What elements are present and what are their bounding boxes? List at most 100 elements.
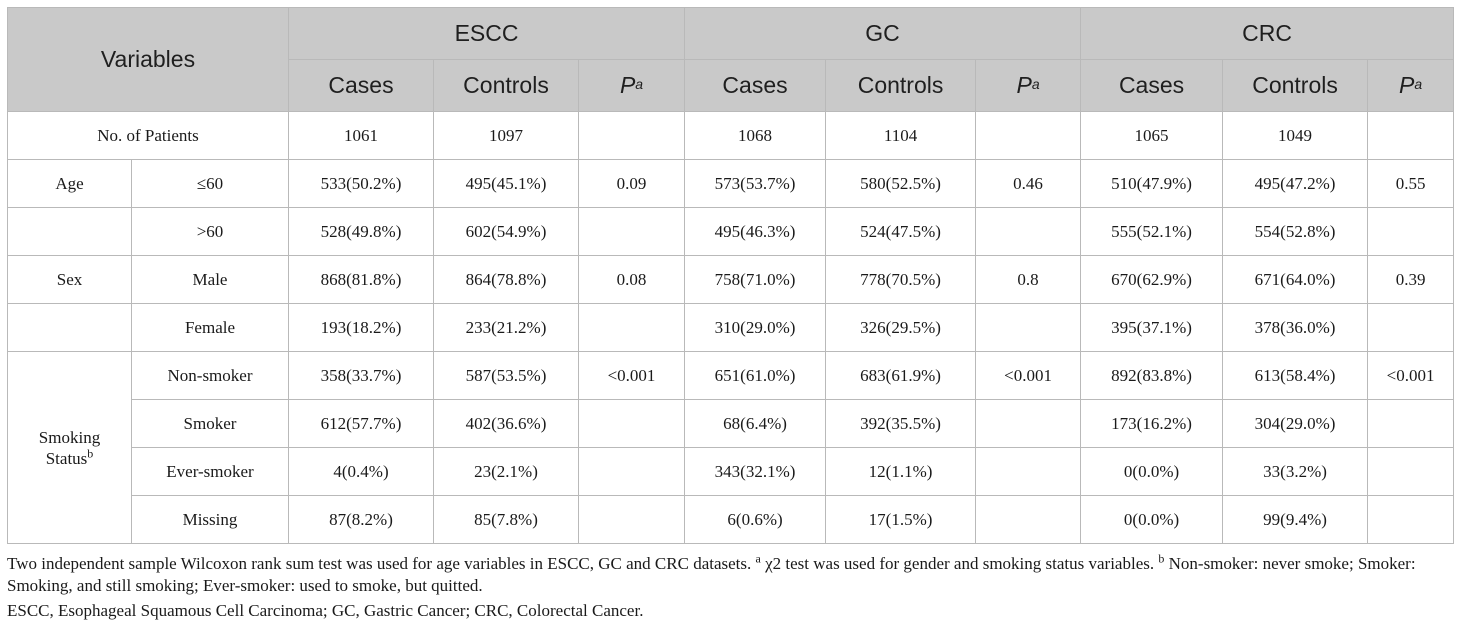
table-cell: 1104 (825, 111, 977, 160)
table-cell: 670(62.9%) (1080, 255, 1224, 304)
table-cell: <0.001 (975, 351, 1082, 400)
gc-cases-header: Cases (684, 59, 827, 112)
row-sublabel: ≤60 (131, 159, 289, 208)
variables-header: Variables (7, 7, 289, 112)
table-cell: 0.55 (1367, 159, 1455, 208)
table-cell: 524(47.5%) (825, 207, 977, 256)
table-cell: 99(9.4%) (1222, 495, 1369, 544)
table-cell: 193(18.2%) (288, 303, 434, 352)
table-cell: 613(58.4%) (1222, 351, 1369, 400)
table-row: Ever-smoker 4(0.4%) 23(2.1%) 343(32.1%) … (8, 447, 1455, 496)
table-cell: 864(78.8%) (433, 255, 579, 304)
table-cell: 495(45.1%) (433, 159, 579, 208)
table-cell (975, 447, 1082, 496)
table-cell: 580(52.5%) (825, 159, 977, 208)
table-cell (577, 303, 686, 352)
table-cell: 602(54.9%) (433, 207, 579, 256)
crc-controls-header: Controls (1222, 59, 1369, 112)
table-row: Smoking Statusb Non-smoker 358(33.7%) 587… (7, 351, 1455, 544)
row-sublabel: Ever-smoker (131, 447, 289, 496)
table-cell: 778(70.5%) (825, 255, 977, 304)
table-cell: 554(52.8%) (1222, 207, 1369, 256)
table-cell: 0(0.0%) (1080, 495, 1224, 544)
table-cell: 17(1.5%) (825, 495, 977, 544)
table-cell: 587(53.5%) (433, 351, 579, 400)
abbreviations-footnote: ESCC, Esophageal Squamous Cell Carcinoma… (7, 601, 644, 620)
table-cell (975, 207, 1082, 256)
table-cell (577, 111, 686, 160)
table-row: Female 193(18.2%) 233(21.2%) 310(29.0%) … (7, 303, 1455, 352)
table-cell (577, 207, 686, 256)
table-cell: 1061 (288, 111, 434, 160)
table-cell (577, 495, 686, 544)
escc-controls-header: Controls (433, 59, 579, 112)
table-cell: 326(29.5%) (825, 303, 977, 352)
table-cell: 33(3.2%) (1222, 447, 1369, 496)
table-cell: 23(2.1%) (433, 447, 579, 496)
table-cell (1367, 495, 1455, 544)
table-cell: 6(0.6%) (684, 495, 827, 544)
table-cell (577, 447, 686, 496)
table-cell (1367, 447, 1455, 496)
escc-cases-header: Cases (288, 59, 434, 112)
table-row: Missing 87(8.2%) 85(7.8%) 6(0.6%) 17(1.5… (8, 495, 1455, 544)
table-cell: 0.8 (975, 255, 1082, 304)
table-cell: 378(36.0%) (1222, 303, 1369, 352)
smoking-status-label: Smoking Statusb (7, 351, 132, 544)
table-cell: 528(49.8%) (288, 207, 434, 256)
table-cell: 0(0.0%) (1080, 447, 1224, 496)
table-cell: <0.001 (577, 351, 686, 400)
table-cell: 402(36.6%) (433, 399, 579, 448)
table-cell: 671(64.0%) (1222, 255, 1369, 304)
table-cell: 395(37.1%) (1080, 303, 1224, 352)
table-cell: 4(0.4%) (288, 447, 434, 496)
table-cell: 87(8.2%) (288, 495, 434, 544)
patients-label: No. of Patients (7, 111, 289, 160)
gc-p-header: Pa (975, 59, 1082, 112)
table-row: Age ≤60 533(50.2%) 495(45.1%) 0.09 573(5… (7, 159, 1455, 208)
row-sublabel: Male (131, 255, 289, 304)
table-cell (577, 399, 686, 448)
table-cell (7, 303, 132, 352)
table-cell (1367, 303, 1455, 352)
table-cell: 12(1.1%) (825, 447, 977, 496)
table-row: Smoker 612(57.7%) 402(36.6%) 68(6.4%) 39… (8, 399, 1455, 448)
gc-controls-header: Controls (825, 59, 977, 112)
table-cell: 573(53.7%) (684, 159, 827, 208)
table-cell (7, 207, 132, 256)
table-cell: 683(61.9%) (825, 351, 977, 400)
table-cell: 343(32.1%) (684, 447, 827, 496)
row-sublabel: >60 (131, 207, 289, 256)
table-row: Sex Male 868(81.8%) 864(78.8%) 0.08 758(… (7, 255, 1455, 304)
table-cell: 0.46 (975, 159, 1082, 208)
table-cell: 68(6.4%) (684, 399, 827, 448)
table-cell (975, 399, 1082, 448)
table-cell: 533(50.2%) (288, 159, 434, 208)
table-cell: 758(71.0%) (684, 255, 827, 304)
escc-header: ESCC (287, 7, 686, 60)
table-cell: 0.08 (577, 255, 686, 304)
crc-header: CRC (1080, 7, 1455, 60)
row-sublabel: Non-smoker (131, 351, 289, 400)
table-row: >60 528(49.8%) 602(54.9%) 495(46.3%) 524… (7, 207, 1455, 256)
row-sublabel: Female (131, 303, 289, 352)
gc-header: GC (684, 7, 1082, 60)
header-row-subcolumns: Cases Controls Pa Cases Controls Pa Case… (8, 59, 1455, 112)
table-cell: 612(57.7%) (288, 399, 434, 448)
table-row: No. of Patients 1061 1097 1068 1104 1065… (7, 111, 1455, 160)
table-cell: 510(47.9%) (1080, 159, 1224, 208)
crc-p-header: Pa (1367, 59, 1455, 112)
table-cell: 358(33.7%) (288, 351, 434, 400)
table-cell (975, 111, 1082, 160)
table-cell (1367, 207, 1455, 256)
table-cell: 868(81.8%) (288, 255, 434, 304)
row-sublabel: Smoker (131, 399, 289, 448)
table-cell (1367, 111, 1455, 160)
sex-label: Sex (7, 255, 132, 304)
header-row-groups: Variables ESCC GC CRC (7, 7, 1455, 112)
table-cell (975, 495, 1082, 544)
table-cell: 1065 (1080, 111, 1224, 160)
table-cell: 1068 (684, 111, 827, 160)
crc-cases-header: Cases (1080, 59, 1224, 112)
